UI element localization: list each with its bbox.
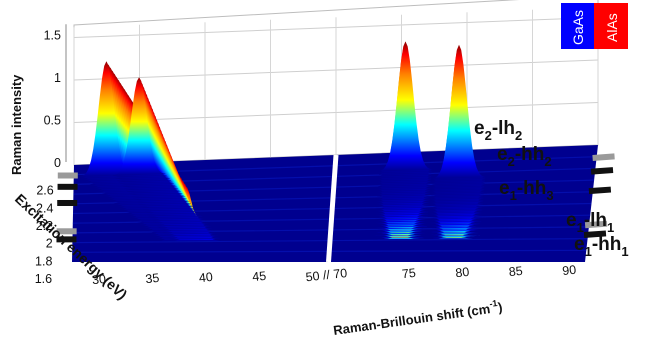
intensity-ticks: 0 0.5 1 1.5 [44,29,61,171]
intensity-tick-label: 1 [54,71,61,85]
peak-ridges [80,41,486,242]
shift-tick-label: 85 [508,264,523,279]
transition-label-e2-hh2: e2-hh2 [497,144,552,169]
series-3-ridge [427,44,486,239]
transition-marker-right [583,230,607,238]
transition-markers [56,153,615,243]
shift-tick-label: 80 [455,265,470,280]
y-axis-label: Raman intensity [9,74,24,175]
ridge-slice [432,44,486,179]
ridge-slice [112,77,166,176]
transition-marker-left [57,183,78,190]
transition-marker-left [57,172,78,179]
ridge-slice [374,232,427,236]
intensity-tick-label: 1.5 [44,29,61,43]
ridge-slice [374,234,426,238]
shift-tick-label: 75 [401,266,416,281]
axis-break-line [326,154,339,263]
transition-marker-left [56,228,77,235]
energy-tick-label: 2 [46,237,53,251]
energy-ticks: 1.6 1.8 2 2.2 2.4 2.6 [35,184,54,286]
shift-tick-label: 50 // 70 [305,266,348,284]
transition-marker-right [588,186,612,195]
ridge-slice [373,236,426,240]
transition-label-e1-hh3: e1-hh3 [499,178,554,203]
intensity-tick-label: 0.5 [44,114,61,128]
material-legend: GaAs AlAs [561,3,628,49]
ridge-slice [427,234,480,238]
ridge-slice [427,235,480,239]
transition-marker-left [56,236,77,243]
transition-marker-right [584,220,608,229]
legend-gaas-label: GaAs [570,10,586,45]
ridge-slice [379,41,432,172]
transition-label-e1-hh1: e1-hh1 [574,234,629,259]
ridge-slice [80,61,133,177]
axis-break-divider [326,154,339,263]
shift-tick-label: 40 [198,270,213,285]
transition-marker-left [57,199,78,206]
transition-label-e2-lh2: e2-lh2 [474,118,522,143]
shift-ticks: 30 35 40 45 50 // 70 75 80 85 90 [91,263,577,288]
shift-tick-label: 30 [91,272,106,287]
energy-tick-label: 2.6 [36,184,53,198]
legend-gaas-swatch [561,3,594,49]
transition-marker-right [592,153,615,161]
shift-tick-label: 90 [562,263,577,278]
legend-alas-swatch [594,3,628,49]
intensity-tick-label: 0 [54,156,61,170]
transition-label-e1-lh1: e1-lh1 [566,210,614,235]
series-1-ridge [112,77,222,242]
x-axis-label: Raman-Brillouin shift (cm-1) [332,297,503,337]
energy-tick-label: 2.4 [36,201,53,215]
transition-marker-right [590,167,614,175]
energy-tick-label: 1.6 [35,272,52,286]
energy-tick-label: 1.8 [35,254,52,268]
series-2-ridge [373,41,432,240]
energy-tick-label: 2.2 [36,219,53,233]
shift-tick-label: 35 [145,271,160,286]
shift-tick-label: 45 [252,269,267,284]
legend-alas-label: AlAs [604,13,620,42]
